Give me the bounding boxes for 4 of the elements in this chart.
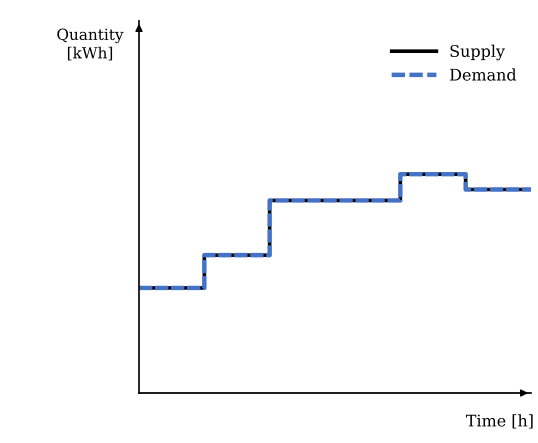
text: Quantity [kWh] xyxy=(57,28,124,60)
legend-label: Demand xyxy=(450,68,516,81)
legend-label: Supply xyxy=(450,44,505,60)
x-axis-title: Time [h] xyxy=(466,414,533,429)
